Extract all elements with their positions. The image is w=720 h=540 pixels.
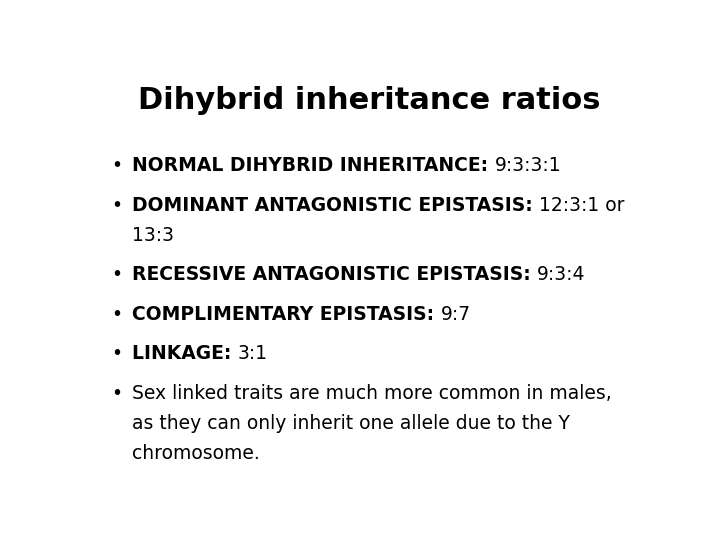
Text: •: • bbox=[111, 384, 122, 403]
Text: chromosome.: chromosome. bbox=[132, 443, 260, 463]
Text: 13:3: 13:3 bbox=[132, 226, 174, 245]
Text: 9:3:3:1: 9:3:3:1 bbox=[495, 156, 561, 176]
Text: 9:7: 9:7 bbox=[441, 305, 471, 323]
Text: 9:3:4: 9:3:4 bbox=[537, 265, 585, 284]
Text: •: • bbox=[111, 196, 122, 215]
Text: RECESSIVE ANTAGONISTIC EPISTASIS:: RECESSIVE ANTAGONISTIC EPISTASIS: bbox=[132, 265, 537, 284]
Text: NORMAL DIHYBRID INHERITANCE:: NORMAL DIHYBRID INHERITANCE: bbox=[132, 156, 495, 176]
Text: 3:1: 3:1 bbox=[238, 344, 268, 363]
Text: DOMINANT ANTAGONISTIC EPISTASIS:: DOMINANT ANTAGONISTIC EPISTASIS: bbox=[132, 196, 539, 215]
Text: •: • bbox=[111, 265, 122, 284]
Text: •: • bbox=[111, 305, 122, 323]
Text: 12:3:1 or: 12:3:1 or bbox=[539, 196, 625, 215]
Text: as they can only inherit one allele due to the Y: as they can only inherit one allele due … bbox=[132, 414, 570, 433]
Text: Dihybrid inheritance ratios: Dihybrid inheritance ratios bbox=[138, 85, 600, 114]
Text: LINKAGE:: LINKAGE: bbox=[132, 344, 238, 363]
Text: •: • bbox=[111, 344, 122, 363]
Text: •: • bbox=[111, 156, 122, 176]
Text: Sex linked traits are much more common in males,: Sex linked traits are much more common i… bbox=[132, 384, 611, 403]
Text: COMPLIMENTARY EPISTASIS:: COMPLIMENTARY EPISTASIS: bbox=[132, 305, 441, 323]
